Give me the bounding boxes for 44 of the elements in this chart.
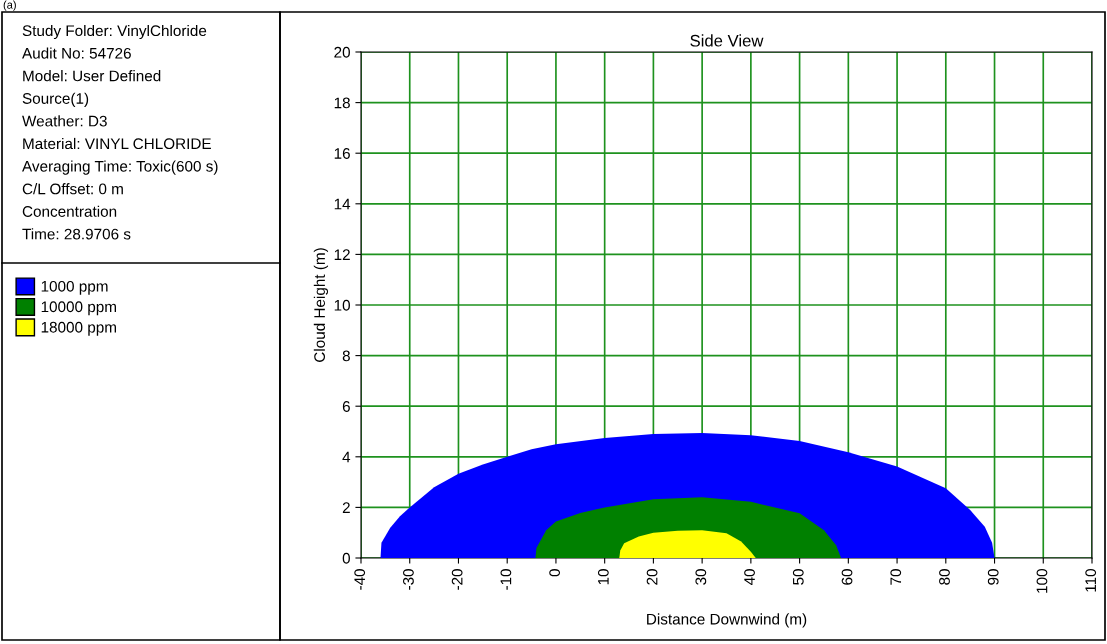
text: (a) bbox=[3, 0, 16, 11]
text: C/L Offset: 0 m bbox=[22, 183, 123, 195]
y-tick-label: 10 bbox=[334, 299, 350, 311]
y-tick-label: 0 bbox=[342, 552, 350, 564]
y-tick-label: 18 bbox=[334, 97, 350, 109]
text: Concentration bbox=[22, 205, 117, 217]
x-tick-label: 0 bbox=[549, 569, 561, 577]
text: Study Folder: VinylChloride bbox=[22, 24, 207, 40]
legend-label: 10000 ppm bbox=[41, 301, 116, 316]
x-tick-label: -30 bbox=[403, 569, 414, 590]
x-tick-label: 50 bbox=[792, 569, 804, 585]
chart-title: Side View bbox=[690, 34, 764, 47]
y-tick-label: 14 bbox=[334, 198, 351, 210]
text: Material: VINYL CHLORIDE bbox=[23, 137, 211, 150]
y-tick-label: 8 bbox=[342, 350, 350, 362]
y-tick-label: 12 bbox=[334, 249, 350, 260]
x-tick-label: -20 bbox=[451, 569, 463, 590]
text: Model: User Defined bbox=[23, 70, 161, 82]
x-tick-label: 80 bbox=[939, 569, 950, 585]
x-tick-label: 90 bbox=[987, 569, 999, 585]
x-tick-label: 110 bbox=[1085, 569, 1097, 592]
y-tick-label: 6 bbox=[342, 401, 350, 412]
x-tick-label: 40 bbox=[744, 569, 755, 586]
x-tick-label: 10 bbox=[597, 569, 609, 585]
source-note: Source(1) bbox=[22, 92, 89, 107]
x-axis-title: Distance Downwind (m) bbox=[647, 613, 807, 628]
x-tick-label: 100 bbox=[1036, 569, 1048, 593]
text: Audit No: 54726 bbox=[22, 47, 131, 59]
text: Averaging Time: Toxic(600 s) bbox=[22, 160, 218, 175]
x-tick-label: 20 bbox=[646, 569, 658, 585]
y-axis-title: Cloud Height (m) bbox=[313, 248, 329, 362]
y-tick-label: 4 bbox=[342, 451, 351, 463]
x-tick-label: 60 bbox=[841, 569, 853, 585]
legend-label: 18000 ppm bbox=[41, 321, 116, 336]
x-tick-label: -40 bbox=[354, 569, 366, 590]
x-tick-label: 70 bbox=[890, 569, 902, 585]
x-tick-label: 30 bbox=[695, 569, 707, 585]
x-tick-label: -10 bbox=[500, 569, 512, 590]
legend-label: 1000 ppm bbox=[41, 280, 108, 295]
text: Weather: D3 bbox=[22, 115, 107, 127]
y-tick-label: 2 bbox=[342, 502, 350, 513]
text: Time: 28.9706 s bbox=[22, 228, 131, 240]
y-tick-label: 20 bbox=[334, 46, 350, 58]
y-tick-label: 16 bbox=[334, 148, 350, 159]
